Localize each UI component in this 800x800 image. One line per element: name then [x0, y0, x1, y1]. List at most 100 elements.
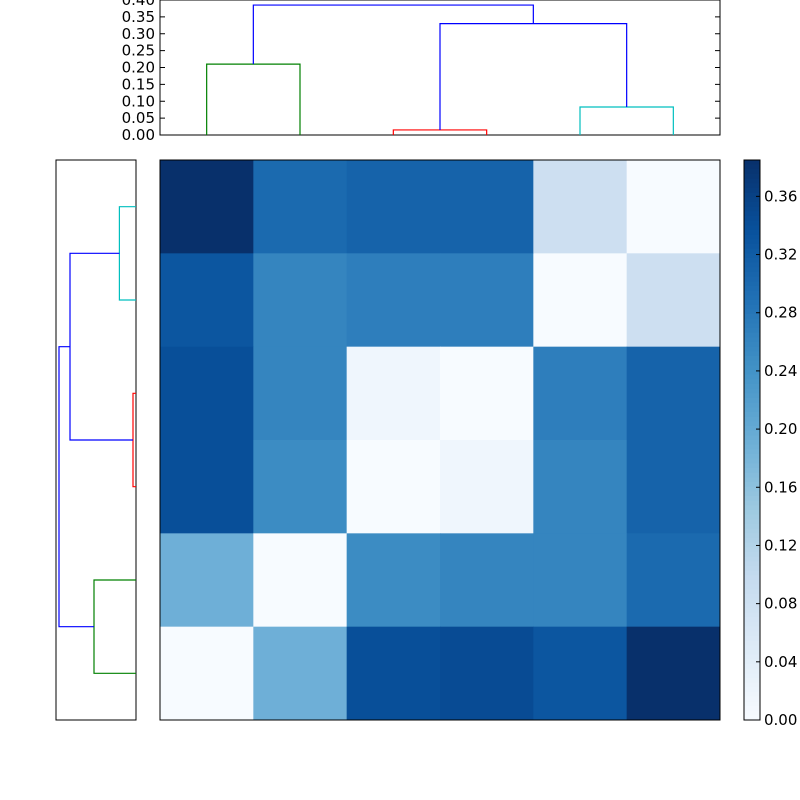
- colorbar-segment: [744, 300, 760, 306]
- heatmap-cell-r3-c4: [533, 440, 628, 534]
- colorbar-segment: [744, 267, 760, 273]
- colorbar-segment: [744, 290, 760, 296]
- heatmap-cell-r2-c0: [160, 346, 254, 441]
- colorbar-segment: [744, 356, 760, 362]
- colorbar-segment: [744, 636, 760, 642]
- colorbar-segment: [744, 276, 760, 282]
- heatmap-cell-r3-c3: [440, 440, 534, 534]
- colorbar-segment: [744, 183, 760, 189]
- colorbar-segment: [744, 710, 760, 716]
- colorbar-segment: [744, 169, 760, 175]
- top-dendrogram-ytick-label: 0.35: [122, 8, 155, 26]
- colorbar-segment: [744, 524, 760, 530]
- colorbar-tick-label: 0.16: [764, 478, 797, 496]
- colorbar-segment: [744, 472, 760, 478]
- heatmap-cell-r5-c5: [626, 626, 721, 721]
- colorbar-segment: [744, 706, 760, 712]
- heatmap-cell-r2-c4: [533, 346, 628, 441]
- colorbar-segment: [744, 570, 760, 576]
- colorbar-segment: [744, 440, 760, 446]
- colorbar-segment: [744, 678, 760, 684]
- colorbar-segment: [744, 248, 760, 254]
- colorbar-segment: [744, 304, 760, 310]
- heatmap-cell-r4-c2: [346, 533, 441, 628]
- colorbar-frame: [743, 159, 761, 721]
- colorbar-segment: [744, 468, 760, 474]
- heatmap-cell-r1-c1: [253, 253, 348, 348]
- colorbar-segment: [744, 463, 760, 469]
- colorbar-segment: [744, 514, 760, 520]
- colorbar-segment: [744, 580, 760, 586]
- colorbar-segment: [744, 505, 760, 511]
- colorbar-segment: [744, 435, 760, 441]
- heatmap-cell-r0-c5: [626, 160, 721, 254]
- colorbar-segment: [744, 510, 760, 516]
- colorbar-segment: [744, 384, 760, 390]
- heatmap-cell-r1-c3: [440, 253, 534, 348]
- colorbar-segment: [744, 328, 760, 334]
- colorbar-segment: [744, 281, 760, 287]
- colorbar-segment: [744, 519, 760, 525]
- colorbar-segment: [744, 482, 760, 488]
- heatmap-cell-r4-c3: [440, 533, 534, 628]
- heatmap-cell-r0-c0: [160, 160, 254, 254]
- left-dendrogram: [55, 159, 137, 721]
- colorbar-segment: [744, 197, 760, 203]
- heatmap-cell-r5-c1: [253, 626, 348, 721]
- top-dendrogram-ytick-label: 0.20: [122, 59, 155, 77]
- colorbar-segment: [744, 631, 760, 637]
- colorbar-segment: [744, 342, 760, 348]
- colorbar-tick-label: 0.00: [764, 711, 797, 729]
- heatmap-cell-r3-c0: [160, 440, 254, 534]
- top-dendrogram-link-4: [252, 4, 534, 65]
- colorbar-segment: [744, 253, 760, 259]
- heatmap-cell-r2-c2: [346, 346, 441, 441]
- colorbar-segment: [744, 538, 760, 544]
- colorbar-segment: [744, 566, 760, 572]
- top-dendrogram-ytick-label: 0.40: [122, 0, 155, 9]
- heatmap-frame: [159, 159, 721, 721]
- colorbar-segment: [744, 216, 760, 222]
- colorbar-segment: [744, 668, 760, 674]
- colorbar-segment: [744, 164, 760, 170]
- colorbar-segment: [744, 430, 760, 436]
- colorbar-segment: [744, 286, 760, 292]
- heatmap-cell-r5-c0: [160, 626, 254, 721]
- colorbar-segment: [744, 542, 760, 548]
- colorbar-segment: [744, 589, 760, 595]
- colorbar-segment: [744, 664, 760, 670]
- colorbar-tick-label: 0.32: [764, 246, 797, 264]
- colorbar-segment: [744, 421, 760, 427]
- colorbar-segment: [744, 258, 760, 264]
- colorbar-segment: [744, 715, 760, 721]
- colorbar-segment: [744, 594, 760, 600]
- colorbar-segment: [744, 449, 760, 455]
- colorbar-segment: [744, 598, 760, 604]
- colorbar-segment: [744, 458, 760, 464]
- heatmap: [159, 159, 721, 721]
- colorbar-tick-label: 0.12: [764, 536, 797, 554]
- colorbar-segment: [744, 374, 760, 380]
- colorbar-segment: [744, 626, 760, 632]
- colorbar-segment: [744, 650, 760, 656]
- heatmap-cell-r3-c1: [253, 440, 348, 534]
- colorbar-segment: [744, 402, 760, 408]
- colorbar-segment: [744, 486, 760, 492]
- colorbar-segment: [744, 608, 760, 614]
- colorbar-segment: [744, 295, 760, 301]
- colorbar-segment: [744, 370, 760, 376]
- heatmap-cell-r3-c2: [346, 440, 441, 534]
- colorbar-segment: [744, 454, 760, 460]
- top-dendrogram-ytick-label: 0.25: [122, 42, 155, 60]
- colorbar-tick-label: 0.36: [764, 187, 797, 205]
- colorbar-segment: [744, 556, 760, 562]
- colorbar-segment: [744, 659, 760, 665]
- colorbar-segment: [744, 673, 760, 679]
- colorbar-segment: [744, 225, 760, 231]
- heatmap-cell-r1-c2: [346, 253, 441, 348]
- top-dendrogram-ytick-label: 0.05: [122, 109, 155, 127]
- colorbar-segment: [744, 528, 760, 534]
- heatmap-cell-r2-c1: [253, 346, 348, 441]
- colorbar-segment: [744, 188, 760, 194]
- colorbar: 0.00 0.04 0.08 0.12 0.16 0.20 0.24 0.28 0.32 0.36: [743, 159, 797, 729]
